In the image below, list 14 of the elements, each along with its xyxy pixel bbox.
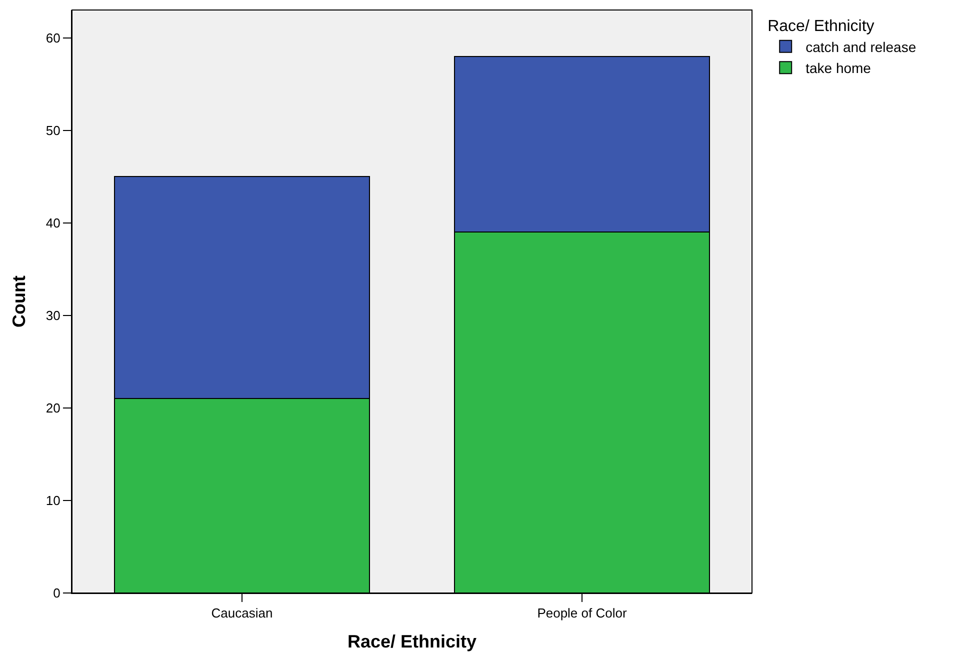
- y-tick-label: 30: [46, 308, 60, 323]
- legend-label: catch and release: [806, 38, 916, 55]
- legend-label: take home: [806, 60, 872, 76]
- x-tick-label: People of Color: [537, 606, 628, 621]
- x-tick-label: Caucasian: [211, 606, 273, 621]
- y-tick-label: 10: [46, 493, 60, 508]
- y-tick-label: 60: [46, 30, 60, 46]
- y-tick-label: 0: [53, 586, 60, 601]
- y-tick-label: 50: [46, 122, 60, 138]
- y-tick-label: 40: [46, 215, 60, 230]
- legend-title: Race/ Ethnicity: [768, 18, 874, 35]
- x-axis-title: Race/ Ethnicity: [347, 632, 477, 652]
- y-tick-label: 20: [46, 400, 60, 416]
- y-axis-title: Count: [9, 276, 30, 328]
